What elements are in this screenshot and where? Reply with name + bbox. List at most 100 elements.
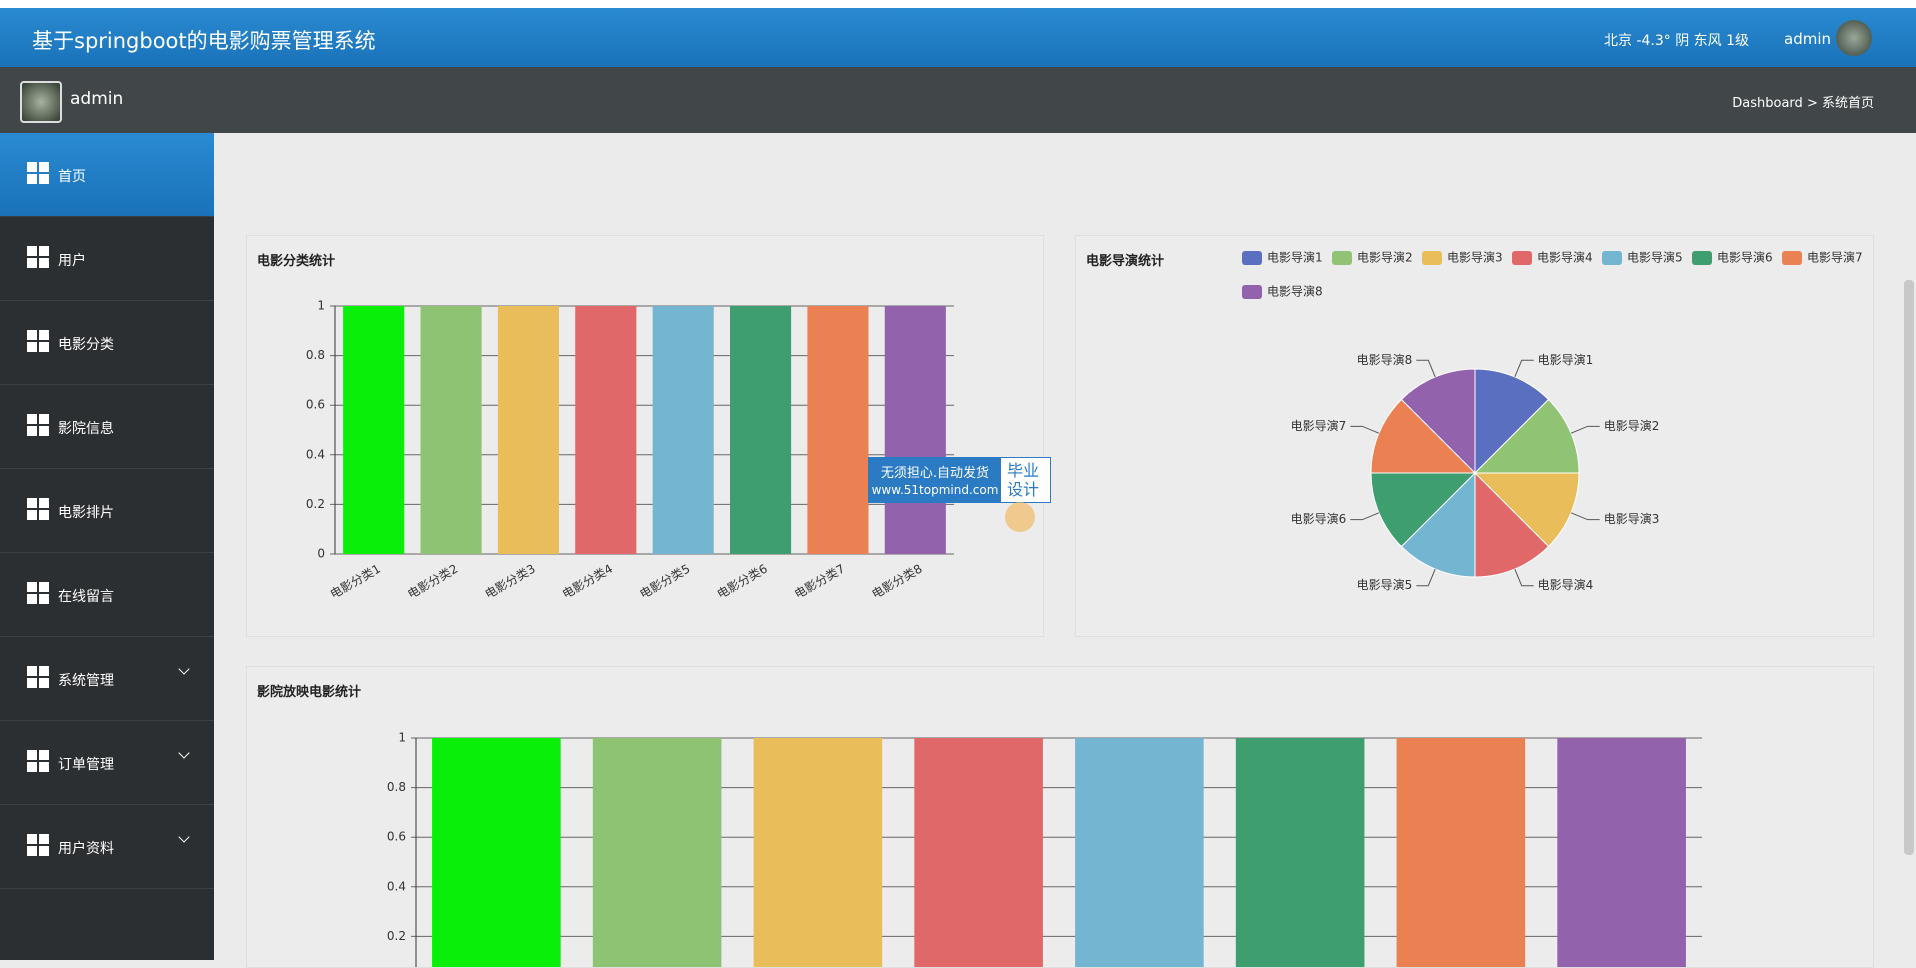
menu-label: 首页 <box>58 169 86 185</box>
bar <box>1235 738 1365 967</box>
panel: 电影分类统计 0 0.2 0.4 0.6 0.8 1 电影分类1 电影分类2 电影分类3 电影分类4… <box>246 235 1044 637</box>
slice-label: 电影导演4 <box>1538 577 1594 592</box>
watermark-main: 无须担心.自动发货 www.51topmind.com <box>869 458 1001 502</box>
subheader: admin Dashboard > 系统首页 <box>0 67 1916 133</box>
menu-item[interactable]: 系统管理 <box>0 637 214 721</box>
watermark-line: www.51topmind.com <box>871 483 999 497</box>
scrollbar[interactable] <box>1904 280 1914 855</box>
menu-label: 系统管理 <box>58 673 114 689</box>
menu-item[interactable]: 影院信息 <box>0 385 214 469</box>
y-tick-label: 0.4 <box>306 447 325 461</box>
icon-shape <box>39 678 49 688</box>
slice-label: 电影导演2 <box>1604 418 1660 433</box>
icon-shape <box>27 834 37 844</box>
cursor-highlight <box>1005 502 1035 532</box>
bar <box>729 306 792 554</box>
x-tick-label: 电影分类5 <box>637 562 692 602</box>
legend-swatch <box>1422 251 1442 265</box>
menu-item[interactable]: 电影排片 <box>0 469 214 553</box>
menu-item[interactable]: 用户 <box>0 217 214 301</box>
sidebar: 首页用户电影分类 影院信息 电影排片在线留言系统管理订单管理用户资料 <box>0 133 214 960</box>
y-tick-label: 0.6 <box>387 830 406 844</box>
leader-line <box>1350 512 1380 521</box>
legend-label: 电影导演5 <box>1627 250 1683 265</box>
icon-shape <box>39 426 49 436</box>
pie-slice <box>1400 368 1476 475</box>
weather: 北京 -4.3° 阴 东风 1级 <box>1604 33 1750 49</box>
slice-label: 电影导演6 <box>1291 511 1347 526</box>
watermark: 无须担心.自动发货 www.51topmind.com 毕业 设计 <box>868 457 1051 503</box>
legend-swatch <box>1242 251 1262 265</box>
icon-shape <box>39 414 49 424</box>
icon-shape <box>39 498 49 508</box>
icon-shape <box>27 510 37 520</box>
panel: 电影导演统计 电影导演1 电影导演2 电影导演3 电影导演4 电影导演5 电影导演6 电影导演… <box>1075 235 1874 637</box>
chart: 电影导演1 电影导演2 电影导演3 电影导演4 电影导演5 电影导演6 电影导演7 电影导演8… <box>1242 250 1863 592</box>
chevron <box>178 831 190 843</box>
user-avatar <box>20 81 62 123</box>
y-tick-label: 0.4 <box>387 879 406 893</box>
y-tick-label: 0.2 <box>306 497 325 511</box>
slice-label: 电影导演1 <box>1538 352 1594 367</box>
icon-shape <box>39 762 49 772</box>
icon-shape <box>27 258 37 268</box>
legend-label: 电影导演1 <box>1267 250 1323 265</box>
menu-label: 用户 <box>58 253 86 269</box>
icon-shape <box>39 846 49 856</box>
slice-label: 电影导演7 <box>1291 418 1347 433</box>
x-tick-label: 电影分类6 <box>715 562 770 602</box>
crumb-sep: > <box>1806 96 1818 111</box>
menu-item[interactable]: 用户资料 <box>0 805 214 889</box>
watermark-line: 无须担心.自动发货 <box>880 466 990 481</box>
icon-shape <box>27 246 37 256</box>
slice-label: 电影导演5 <box>1357 577 1413 592</box>
pie-slice <box>1400 471 1476 578</box>
menu-label: 用户资料 <box>58 841 114 857</box>
icon-shape <box>39 666 49 676</box>
menu-icon <box>27 666 49 688</box>
bar <box>592 738 722 967</box>
leader-line <box>1570 512 1600 521</box>
leader-line <box>1416 359 1436 378</box>
menu-icon <box>27 162 49 184</box>
avatar[interactable] <box>1836 20 1872 56</box>
bar <box>497 306 560 554</box>
header-user[interactable]: admin <box>1784 30 1831 48</box>
menu-icon <box>27 246 49 268</box>
x-tick-label: 电影分类8 <box>869 562 924 602</box>
icon-shape <box>27 750 37 760</box>
leader-line <box>1570 425 1600 434</box>
y-tick-label: 0.6 <box>306 398 325 412</box>
icon-shape <box>39 330 49 340</box>
badge-line: 毕业 <box>1007 461 1040 480</box>
menu-item[interactable]: 首页 <box>0 133 214 217</box>
leader-line <box>1416 568 1436 587</box>
bar <box>1557 738 1686 967</box>
legend-swatch <box>1512 251 1532 265</box>
sub-user: admin <box>70 89 124 109</box>
icon-shape <box>27 762 37 772</box>
menu-item[interactable]: 订单管理 <box>0 721 214 805</box>
menu-icon <box>27 414 49 436</box>
x-tick-label: 电影分类2 <box>405 562 460 602</box>
icon-shape <box>27 666 37 676</box>
menu-item[interactable]: 在线留言 <box>0 553 214 637</box>
panel-title: 电影分类统计 <box>257 254 336 269</box>
leader-line <box>1350 425 1380 434</box>
slice-label: 电影导演3 <box>1604 511 1660 526</box>
crumb: 系统首页 <box>1821 96 1874 111</box>
panel-title: 影院放映电影统计 <box>257 685 362 700</box>
icon-shape <box>39 246 49 256</box>
menu-item[interactable]: 电影分类 <box>0 301 214 385</box>
icon-shape <box>27 594 37 604</box>
legend-swatch <box>1692 251 1712 265</box>
bar <box>1075 738 1204 967</box>
menu-label: 在线留言 <box>58 589 114 605</box>
legend-swatch <box>1332 251 1352 265</box>
pie-slice <box>1370 472 1477 548</box>
bar <box>652 306 714 554</box>
crumb[interactable]: Dashboard <box>1732 96 1803 111</box>
badge-line: 设计 <box>1007 480 1040 499</box>
icon-shape <box>39 258 49 268</box>
